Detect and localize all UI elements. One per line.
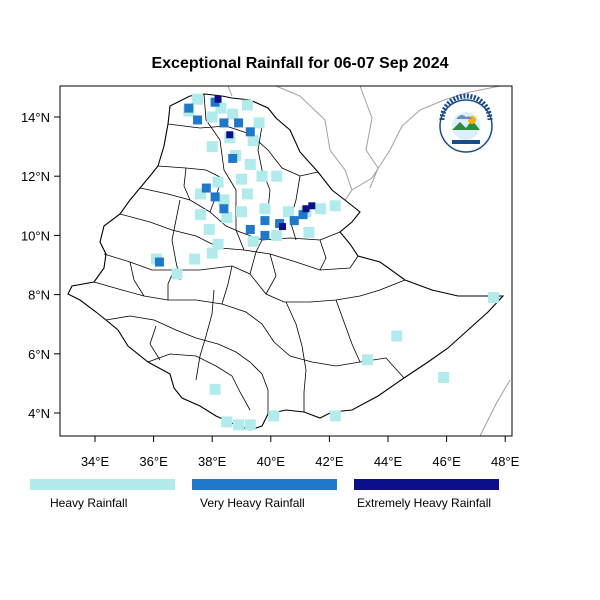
rainfall-cell-heavy — [233, 419, 245, 431]
rainfall-cell-very-heavy — [298, 210, 308, 220]
rainfall-cell-very-heavy — [201, 183, 211, 193]
x-tick-label: 40°E — [257, 454, 286, 469]
rainfall-cell-heavy — [271, 170, 283, 182]
x-tick-label: 38°E — [198, 454, 227, 469]
rainfall-cell-heavy — [221, 212, 233, 224]
rainfall-cell-extreme — [279, 223, 287, 231]
rainfall-cell-extreme — [226, 131, 234, 139]
x-tick-label: 48°E — [491, 454, 520, 469]
map-frame — [59, 85, 513, 437]
rainfall-cell-heavy — [241, 188, 253, 200]
rainfall-cell-heavy — [221, 416, 233, 428]
rainfall-cell-extreme — [308, 202, 316, 210]
rainfall-cell-heavy — [271, 229, 283, 241]
rainfall-cell-heavy — [303, 226, 315, 238]
rainfall-cell-heavy — [329, 200, 341, 212]
ethiopia-outline — [67, 93, 505, 431]
rainfall-cell-heavy — [215, 102, 227, 114]
rainfall-cell-heavy — [206, 111, 218, 123]
y-tick-label: 10°N — [21, 228, 50, 243]
rainfall-cell-heavy — [361, 354, 373, 366]
rainfall-cell-very-heavy — [289, 216, 299, 226]
y-tick-label: 6°N — [28, 347, 50, 362]
rainfall-cell-heavy — [241, 99, 253, 111]
legend-label-extreme: Extremely Heavy Rainfall — [357, 496, 492, 510]
y-tick-label: 14°N — [21, 110, 50, 125]
rainfall-cell-heavy — [212, 238, 224, 250]
rainfall-cell-heavy — [256, 170, 268, 182]
rainfall-cell-heavy — [218, 194, 230, 206]
x-tick-label: 44°E — [374, 454, 403, 469]
rainfall-cell-very-heavy — [193, 115, 203, 125]
rainfall-cell-heavy — [171, 268, 183, 280]
y-axis: 14°N 12°N 10°N 8°N 6°N 4°N — [21, 110, 60, 421]
rainfall-cell-heavy — [194, 209, 206, 221]
somalia-eritrea-outline — [359, 86, 379, 189]
map-title: Exceptional Rainfall for 06-07 Sep 2024 — [151, 55, 449, 72]
rainfall-cell-very-heavy — [245, 224, 255, 234]
somalia-coast-border — [479, 379, 511, 436]
rainfall-cell-heavy — [391, 330, 403, 342]
rainfall-cell-heavy — [253, 117, 265, 129]
rainfall-cell-heavy — [206, 247, 218, 259]
rainfall-cell-heavy — [236, 173, 247, 185]
legend-label-very-heavy: Very Heavy Rainfall — [200, 496, 305, 510]
rainfall-cell-heavy — [209, 383, 221, 395]
legend-swatch-very-heavy — [192, 479, 337, 490]
x-tick-label: 34°E — [81, 454, 110, 469]
rainfall-cell-heavy — [236, 206, 247, 218]
rainfall-cell-heavy — [259, 203, 271, 215]
legend-swatch-extreme — [354, 479, 499, 490]
rainfall-cell-heavy — [329, 410, 341, 422]
rainfall-cell-heavy — [282, 206, 294, 218]
x-axis: 34°E 36°E 38°E 40°E 42°E 44°E 46°E 48°E — [81, 436, 520, 469]
ethiopian-meteorology-institute-logo — [439, 93, 493, 153]
rainfall-cell-heavy — [212, 176, 224, 188]
rainfall-cell-very-heavy — [219, 118, 229, 128]
y-tick-label: 12°N — [21, 169, 50, 184]
rainfall-cell-very-heavy — [234, 118, 244, 128]
rainfall-cell-very-heavy — [219, 204, 229, 214]
rainfall-cell-heavy — [203, 223, 215, 235]
eritrea-sudan-border — [227, 86, 233, 97]
legend-label-heavy: Heavy Rainfall — [50, 496, 128, 510]
rainfall-cell-extreme — [214, 95, 222, 103]
rainfall-cell-very-heavy — [260, 216, 270, 226]
rainfall-cell-heavy — [189, 253, 201, 265]
rainfall-layer — [151, 93, 499, 431]
rainfall-cell-heavy — [194, 188, 206, 200]
y-tick-label: 4°N — [28, 406, 50, 421]
rainfall-cell-heavy — [487, 292, 499, 304]
x-tick-label: 46°E — [432, 454, 461, 469]
x-tick-label: 36°E — [139, 454, 168, 469]
rainfall-cell-heavy — [268, 410, 280, 422]
rainfall-cell-extreme — [302, 205, 310, 213]
rainfall-cell-very-heavy — [260, 230, 270, 240]
djibouti-border — [351, 86, 501, 191]
neighbor-borders — [227, 86, 511, 436]
rainfall-cell-heavy — [192, 93, 204, 105]
rainfall-cell-very-heavy — [245, 127, 255, 137]
rainfall-cell-heavy — [315, 203, 327, 215]
rainfall-cell-very-heavy — [228, 153, 238, 163]
rainfall-cell-heavy — [247, 235, 259, 247]
rainfall-cell-very-heavy — [154, 257, 164, 267]
rainfall-cell-heavy — [244, 419, 256, 431]
x-tick-label: 42°E — [315, 454, 344, 469]
rainfall-cell-heavy — [227, 108, 239, 120]
rainfall-cell-heavy — [244, 158, 256, 170]
rainfall-cell-very-heavy — [184, 103, 194, 113]
rainfall-cell-heavy — [438, 371, 450, 383]
y-tick-label: 8°N — [28, 288, 50, 303]
legend-swatch-heavy — [30, 479, 175, 490]
rainfall-cell-very-heavy — [210, 192, 220, 202]
rainfall-cell-heavy — [247, 135, 259, 147]
rainfall-cell-heavy — [206, 141, 218, 153]
